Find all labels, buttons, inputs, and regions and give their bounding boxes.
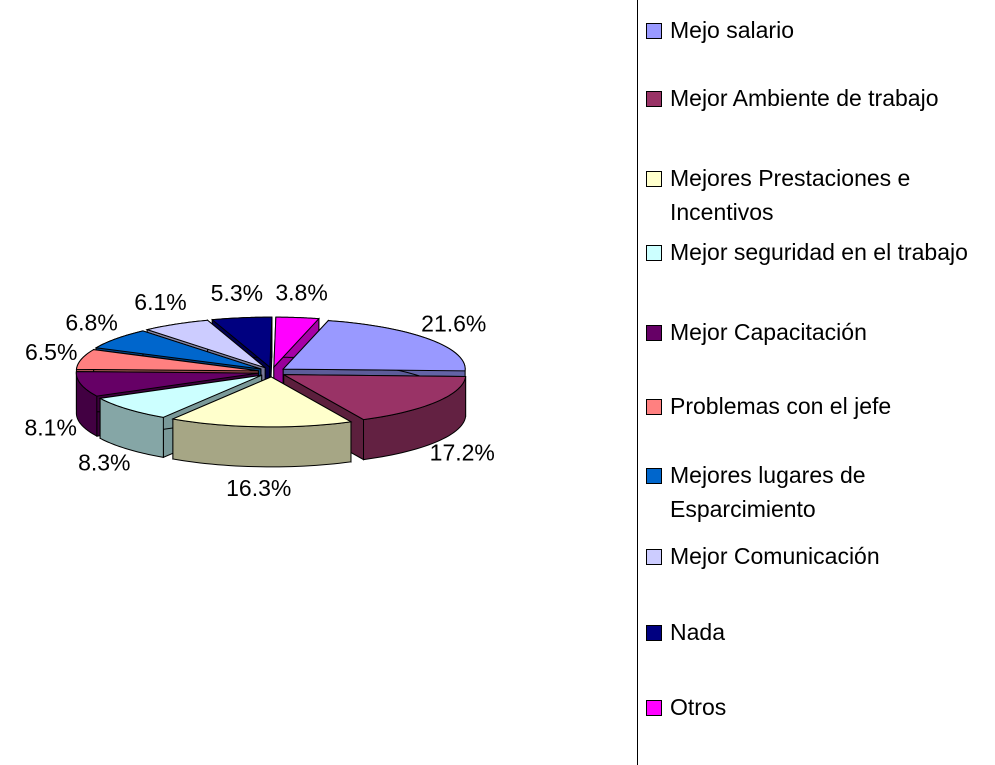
slice (75, 349, 259, 372)
data-label: 17.2% (430, 440, 495, 466)
slice (283, 374, 467, 421)
legend-swatch (646, 625, 662, 641)
legend-swatch (646, 171, 662, 187)
slice (98, 374, 262, 418)
legend-swatch (646, 245, 662, 261)
data-label: 6.1% (134, 289, 186, 315)
legend-label: Mejor seguridad en el trabajo (670, 239, 968, 265)
legend-item: Mejores lugares de Esparcimiento (646, 458, 995, 526)
data-label: 21.6% (421, 310, 486, 336)
legend-label: Mejores lugares de Esparcimiento (670, 462, 866, 522)
legend-item: Otros (646, 690, 995, 724)
legend-swatch (646, 399, 662, 415)
legend-swatch (646, 700, 662, 716)
slice (211, 316, 273, 369)
legend-item: Mejor Capacitación (646, 315, 995, 349)
legend-label: Mejores Prestaciones e Incentivos (670, 165, 911, 225)
legend-label: Mejor Ambiente de trabajo (670, 85, 939, 111)
data-label: 16.3% (226, 475, 291, 501)
legend-item: Nada (646, 615, 995, 649)
legend-label: Mejor Comunicación (670, 543, 880, 569)
slice (94, 330, 262, 370)
legend-label: Problemas con el jefe (670, 393, 892, 419)
legend-label: Mejo salario (670, 17, 794, 43)
legend-label: Otros (670, 694, 727, 720)
legend: Mejo salario Mejor Ambiente de trabajo Mej… (637, 0, 994, 765)
legend-swatch (646, 549, 662, 565)
legend-item: Mejo salario (646, 13, 995, 47)
slice (145, 319, 266, 369)
legend-item: Mejor Ambiente de trabajo (646, 81, 995, 115)
legend-swatch (646, 468, 662, 484)
legend-item: Mejores Prestaciones e Incentivos (646, 161, 995, 229)
legend-label: Nada (670, 619, 725, 645)
data-label: 8.1% (24, 414, 76, 440)
data-label: 3.8% (275, 280, 327, 306)
legend-swatch (646, 91, 662, 107)
legend-item: Mejor Comunicación (646, 539, 995, 573)
legend-item: Problemas con el jefe (646, 389, 995, 423)
legend-label: Mejor Capacitación (670, 319, 867, 345)
slice (273, 316, 320, 369)
legend-item: Mejor seguridad en el trabajo (646, 235, 995, 269)
slice (171, 376, 353, 428)
data-label: 6.8% (65, 310, 117, 336)
data-label: 6.5% (25, 339, 77, 365)
legend-swatch (646, 325, 662, 341)
data-label: 8.3% (78, 450, 130, 476)
data-label: 5.3% (211, 280, 263, 306)
legend-swatch (646, 23, 662, 39)
slice (282, 320, 466, 372)
slice (75, 371, 259, 397)
chart: 21.6% 17.2% 16.3% 8.3%8.1% 6.5% 6.8% 6.1% 5.3% 3… (24, 280, 495, 501)
